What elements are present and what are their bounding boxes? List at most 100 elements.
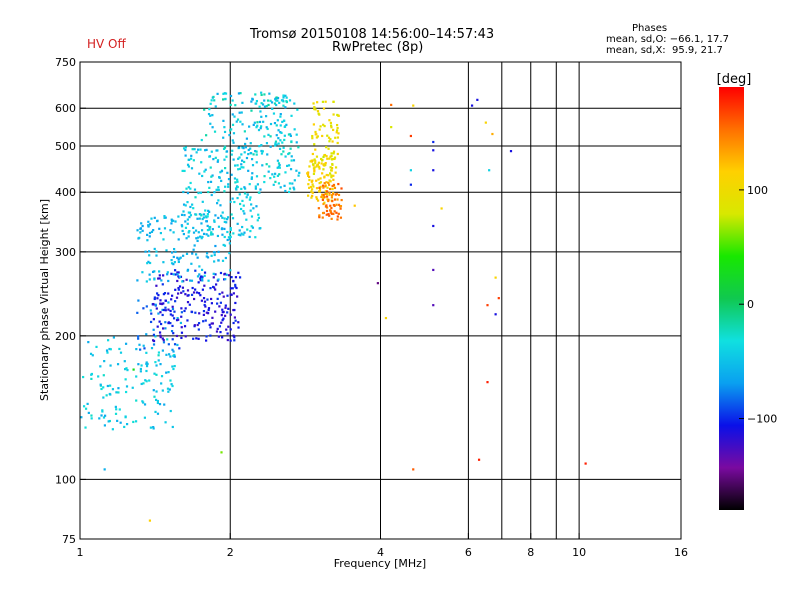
echo-point <box>135 347 138 351</box>
echo-point <box>257 216 261 219</box>
echo-point <box>172 354 175 357</box>
echo-point <box>107 339 110 342</box>
echo-point <box>208 228 211 231</box>
echo-point <box>231 113 234 116</box>
echo-point <box>102 374 105 377</box>
echo-point <box>145 361 148 364</box>
echo-point <box>324 205 328 208</box>
echo-point <box>205 134 208 137</box>
echo-point <box>182 203 186 206</box>
echo-point <box>330 196 333 199</box>
echo-point <box>159 231 162 235</box>
echo-point <box>172 367 175 371</box>
echo-point <box>236 295 239 298</box>
echo-point <box>319 181 323 184</box>
chart-subtitle: RwPretec (8p) <box>332 40 424 55</box>
echo-point <box>233 177 237 180</box>
echo-point <box>323 176 326 179</box>
echo-point <box>176 279 179 283</box>
echo-point <box>239 92 242 95</box>
echo-point <box>324 192 327 196</box>
echo-point <box>222 119 225 122</box>
echo-point <box>249 196 252 199</box>
echo-point <box>192 231 196 234</box>
echo-point <box>330 167 334 170</box>
chart-title: Tromsø 20150108 14:56:00–14:57:43 <box>250 27 495 42</box>
echo-point <box>260 93 263 97</box>
echo-point <box>240 187 243 191</box>
echo-point <box>165 353 168 356</box>
echo-point <box>263 180 266 184</box>
echo-point <box>177 292 180 295</box>
echo-point <box>323 201 326 204</box>
echo-point <box>275 96 278 99</box>
echo-point <box>222 136 225 139</box>
echo-point <box>108 392 111 396</box>
echo-point <box>161 389 164 392</box>
echo-point <box>170 383 173 386</box>
echo-point <box>234 164 237 167</box>
echo-point <box>325 209 329 213</box>
echo-point <box>217 188 220 191</box>
echo-point <box>163 403 166 406</box>
echo-point <box>318 214 321 217</box>
echo-point <box>233 115 236 118</box>
echo-point <box>153 247 156 251</box>
echo-point <box>230 276 233 279</box>
echo-point <box>249 229 252 233</box>
echo-point <box>187 165 191 168</box>
echo-point <box>282 96 285 99</box>
echo-point <box>336 215 339 218</box>
echo-point <box>224 306 227 309</box>
echo-point <box>150 347 154 350</box>
echo-point <box>148 231 152 235</box>
echo-point <box>308 175 311 179</box>
echo-point <box>188 211 192 214</box>
echo-point <box>226 238 229 242</box>
echo-point <box>242 147 245 150</box>
echo-point <box>156 412 160 415</box>
echo-point <box>278 101 281 104</box>
echo-point <box>192 337 195 340</box>
colorbar-tick-label: 100 <box>747 184 768 197</box>
echo-point <box>276 96 280 100</box>
echo-point <box>80 416 83 419</box>
echo-point <box>280 99 284 102</box>
y-tick-label: 100 <box>55 473 76 486</box>
echo-point <box>409 169 412 172</box>
echo-point <box>125 423 129 426</box>
echo-point <box>247 152 250 156</box>
echo-point <box>289 133 292 136</box>
echo-point <box>148 519 152 522</box>
echo-point <box>223 220 226 223</box>
echo-point <box>101 409 104 412</box>
echo-point <box>228 238 231 241</box>
echo-point <box>486 381 489 384</box>
echo-point <box>156 401 160 405</box>
echo-point <box>158 274 161 277</box>
echo-point <box>284 171 287 174</box>
echo-point <box>251 98 254 101</box>
echo-point <box>287 152 290 156</box>
echo-point <box>258 120 262 124</box>
echo-point <box>209 287 212 290</box>
echo-point <box>201 174 204 178</box>
echo-point <box>184 146 187 149</box>
echo-point <box>236 164 239 167</box>
echo-point <box>329 121 333 125</box>
echo-point <box>289 168 293 171</box>
echo-point <box>109 384 112 387</box>
echo-point <box>218 305 221 308</box>
echo-point <box>238 193 241 196</box>
echo-point <box>311 191 314 194</box>
echo-point <box>165 371 168 374</box>
echo-point <box>234 181 237 184</box>
echo-point <box>231 139 234 142</box>
echo-point <box>330 152 333 155</box>
colorbar-tick-label: −100 <box>747 413 777 426</box>
echo-point <box>325 190 329 193</box>
echo-point <box>221 211 224 214</box>
echo-point <box>157 277 160 280</box>
echo-point <box>289 134 292 138</box>
echo-point <box>282 104 285 107</box>
